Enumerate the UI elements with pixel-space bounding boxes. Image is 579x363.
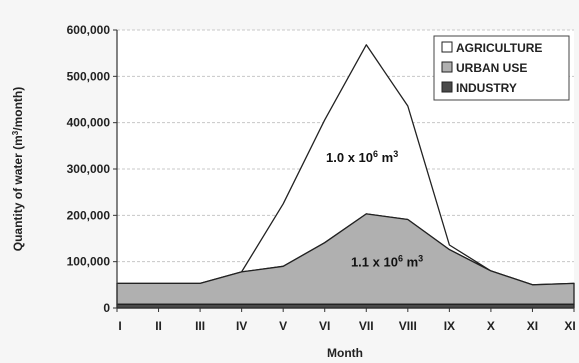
x-tick-label: X xyxy=(487,319,495,333)
x-tick-label: IV xyxy=(236,319,247,333)
legend-box xyxy=(433,35,570,101)
y-tick-label: 500,000 xyxy=(67,69,111,83)
area-annotation: 1.1 x 106 m3 xyxy=(351,253,423,269)
x-tick-label: VI xyxy=(319,319,330,333)
x-tick-label: IX xyxy=(444,319,455,333)
y-tick-label: 0 xyxy=(103,301,110,315)
y-tick-label: 300,000 xyxy=(67,162,111,176)
x-axis-ticks: I II III IV V VI VII VIII IX X XI XI xyxy=(116,308,576,333)
area-annotation: 1.0 x 106 m3 xyxy=(326,149,398,165)
x-tick-label: VIII xyxy=(399,319,417,333)
x-tick-label: XI xyxy=(564,319,575,333)
legend-swatch xyxy=(441,61,453,73)
x-tick-label: V xyxy=(279,319,287,333)
y-axis-title: Quantity of water (m3/month) xyxy=(11,87,26,251)
legend-swatch xyxy=(441,41,453,53)
legend-label: AGRICULTURE xyxy=(456,41,542,55)
y-tick-label: 100,000 xyxy=(67,255,111,269)
x-tick-label: III xyxy=(195,319,205,333)
y-tick-label: 400,000 xyxy=(67,116,111,130)
area-annotations: 1.0 x 106 m3 1.1 x 106 m3 xyxy=(326,149,423,269)
legend-label: INDUSTRY xyxy=(456,81,517,95)
x-tick-label: VII xyxy=(359,319,374,333)
stacked-areas xyxy=(116,44,575,309)
x-tick-label: XI xyxy=(527,319,538,333)
x-tick-label: II xyxy=(155,319,162,333)
y-axis-ticks: 0 100,000 200,000 300,000 400,000 500,000 600,… xyxy=(67,23,117,315)
x-axis-title: Month xyxy=(327,346,363,360)
y-tick-label: 200,000 xyxy=(67,208,111,222)
y-tick-label: 600,000 xyxy=(67,23,111,37)
legend: AGRICULTURE URBAN USE INDUSTRY xyxy=(433,35,570,101)
x-tick-label: I xyxy=(118,319,121,333)
legend-swatch xyxy=(441,81,453,93)
legend-label: URBAN USE xyxy=(456,61,527,75)
